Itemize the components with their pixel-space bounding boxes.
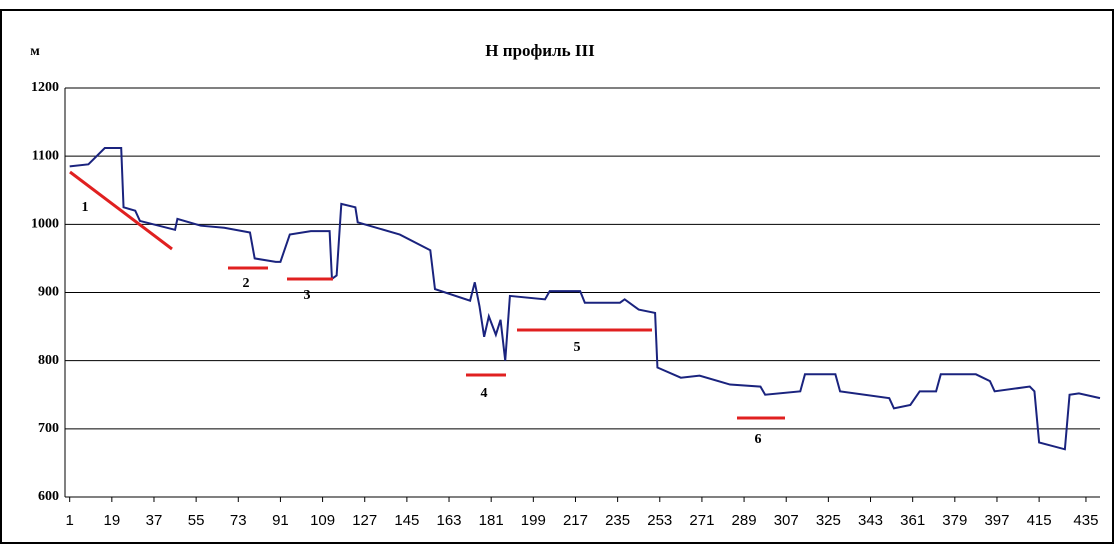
x-tick-label: 379 [942,512,967,529]
x-tick-label: 37 [146,512,163,529]
x-tick-label: 307 [774,512,799,529]
annotation-label: 4 [481,386,488,401]
frame [0,9,1114,544]
annotation-label: 6 [755,432,762,447]
x-tick-label: 361 [900,512,925,529]
x-tick-label: 163 [437,512,462,529]
y-tick-label: 600 [38,489,59,504]
y-axis-label: м [30,44,40,59]
y-tick-label: 1200 [31,80,59,95]
x-tick-label: 217 [563,512,588,529]
chart-title: H профиль III [485,41,595,60]
y-tick-label: 1100 [32,148,59,163]
annotation-line [69,170,173,251]
x-tick-label: 289 [732,512,757,529]
annotation-label: 2 [243,276,250,291]
x-tick-label: 55 [188,512,205,529]
x-tick-label: 435 [1073,512,1098,529]
y-tick-label: 700 [38,421,59,436]
x-tick-label: 19 [103,512,120,529]
y-tick-label: 900 [38,285,59,300]
x-tick-label: 73 [230,512,247,529]
x-tick-label: 415 [1027,512,1052,529]
x-tick-label: 271 [689,512,714,529]
x-tick-label: 397 [984,512,1009,529]
x-tick-label: 343 [858,512,883,529]
x-tick-label: 253 [647,512,672,529]
x-tick-label: 145 [394,512,419,529]
annotation-label: 1 [82,200,89,215]
annotation-label: 5 [574,340,581,355]
x-tick-label: 127 [352,512,377,529]
x-tick-label: 199 [521,512,546,529]
x-tick-label: 109 [310,512,335,529]
x-tick-label: 1 [66,512,74,529]
x-tick-label: 235 [605,512,630,529]
data-line [69,146,1101,451]
y-tick-label: 1000 [31,217,59,232]
x-tick-label: 325 [816,512,841,529]
x-tick-label: 181 [479,512,504,529]
y-tick-label: 800 [38,353,59,368]
x-tick-label: 91 [272,512,289,529]
annotation-label: 3 [304,288,311,303]
